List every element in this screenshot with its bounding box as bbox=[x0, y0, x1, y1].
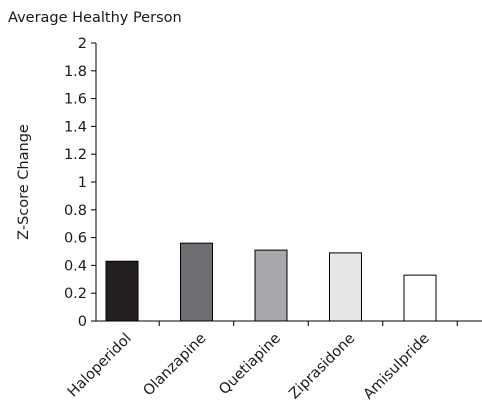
y-axis-label: Z-Score Change bbox=[16, 124, 32, 240]
y-tick-label: 0.8 bbox=[64, 203, 87, 219]
bar-olanzapine bbox=[180, 242, 213, 322]
x-tick-label: Ziprasidone bbox=[286, 330, 358, 402]
bar-ziprasidone bbox=[329, 252, 362, 322]
bars bbox=[105, 242, 437, 322]
y-tick-label: 2 bbox=[78, 36, 87, 52]
x-tick-label: Haloperidol bbox=[65, 331, 135, 401]
y-tick-label: 1.8 bbox=[64, 64, 87, 80]
chart-title: Average Healthy Person bbox=[8, 10, 182, 26]
y-tick-label: 1.6 bbox=[64, 92, 87, 108]
x-axis-ticks: Haloperidol Olanzapine Quetiapine Ziprasido… bbox=[65, 321, 458, 403]
y-axis-ticks: 0 0.2 0.4 0.6 0.8 1 1.2 1.4 1.6 1.8 2 bbox=[64, 36, 96, 330]
y-tick-label: 1.4 bbox=[64, 119, 87, 135]
y-tick-label: 0.4 bbox=[64, 258, 87, 274]
y-tick-label: 0.6 bbox=[64, 231, 87, 247]
y-tick-label: 1.2 bbox=[64, 147, 87, 163]
bar-amisulpride bbox=[403, 274, 437, 322]
y-tick-label: 0.2 bbox=[64, 286, 87, 302]
x-tick-label: Olanzapine bbox=[140, 330, 209, 399]
bar-quetiapine bbox=[254, 249, 288, 322]
y-tick-label: 0 bbox=[78, 314, 87, 330]
x-tick-label: Quetiapine bbox=[216, 330, 284, 398]
y-tick-label: 1 bbox=[78, 175, 87, 191]
bar-haloperidol bbox=[105, 260, 139, 322]
x-tick-label: Amisulpride bbox=[361, 330, 433, 402]
